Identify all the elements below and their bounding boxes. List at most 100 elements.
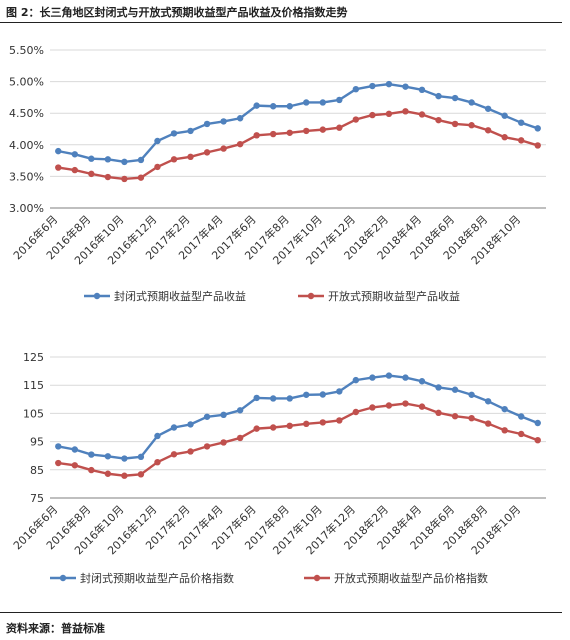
data-point bbox=[137, 471, 145, 478]
data-point bbox=[518, 137, 525, 144]
data-point bbox=[418, 378, 426, 385]
data-point bbox=[121, 455, 128, 462]
data-point bbox=[154, 432, 161, 440]
data-point bbox=[484, 127, 492, 134]
data-point bbox=[137, 174, 145, 181]
y-tick-label: 125 bbox=[23, 351, 44, 364]
data-point bbox=[352, 376, 360, 384]
data-point bbox=[319, 99, 326, 106]
data-point bbox=[203, 120, 211, 128]
data-point bbox=[220, 411, 227, 419]
y-tick-label: 3.50% bbox=[9, 170, 44, 183]
data-point bbox=[154, 137, 161, 145]
data-point bbox=[501, 134, 508, 141]
data-point bbox=[336, 388, 343, 395]
data-point bbox=[236, 407, 244, 414]
y-tick-label: 75 bbox=[30, 492, 44, 505]
data-point bbox=[385, 372, 393, 379]
data-point bbox=[484, 420, 492, 427]
data-point bbox=[402, 400, 409, 407]
legend-swatch-marker bbox=[59, 574, 67, 582]
data-point bbox=[170, 424, 178, 431]
data-point bbox=[518, 413, 525, 420]
y-tick-label: 85 bbox=[30, 464, 44, 477]
legend-label: 开放式预期收益型产品收益 bbox=[328, 289, 460, 303]
data-point bbox=[451, 94, 459, 102]
data-point bbox=[71, 166, 79, 174]
legend-label: 封闭式预期收益型产品价格指数 bbox=[80, 571, 234, 585]
y-tick-label: 95 bbox=[30, 436, 44, 449]
legend-label: 开放式预期收益型产品价格指数 bbox=[334, 571, 488, 585]
data-point bbox=[104, 453, 112, 460]
data-point bbox=[369, 82, 376, 90]
data-point bbox=[104, 470, 112, 477]
data-point bbox=[501, 112, 508, 119]
data-point bbox=[88, 451, 95, 458]
data-point bbox=[303, 391, 310, 398]
data-point bbox=[336, 124, 343, 131]
data-point bbox=[88, 170, 95, 178]
data-point bbox=[303, 420, 310, 428]
data-point bbox=[369, 404, 376, 411]
data-point bbox=[253, 394, 260, 402]
data-point bbox=[369, 374, 376, 381]
data-point bbox=[71, 446, 79, 453]
y-tick-label: 115 bbox=[23, 379, 44, 392]
data-point bbox=[55, 147, 62, 155]
data-point bbox=[170, 156, 178, 163]
data-point bbox=[203, 149, 211, 156]
data-point bbox=[203, 413, 211, 420]
data-point bbox=[518, 430, 525, 438]
data-point bbox=[534, 419, 541, 427]
data-point bbox=[402, 374, 409, 381]
data-point bbox=[468, 391, 475, 398]
data-point bbox=[170, 130, 178, 137]
data-point bbox=[253, 132, 260, 139]
data-point bbox=[336, 417, 343, 424]
legend-swatch-marker bbox=[313, 574, 321, 582]
data-point bbox=[534, 142, 541, 149]
data-point bbox=[402, 108, 409, 115]
data-point bbox=[55, 164, 62, 171]
data-point bbox=[253, 102, 260, 109]
data-point bbox=[385, 110, 393, 118]
data-point bbox=[187, 153, 194, 161]
data-point bbox=[468, 414, 475, 422]
data-point bbox=[270, 103, 277, 110]
data-point bbox=[137, 156, 145, 164]
data-point bbox=[187, 448, 194, 455]
data-point bbox=[352, 408, 360, 416]
data-point bbox=[55, 443, 62, 450]
data-point bbox=[121, 158, 128, 166]
data-point bbox=[270, 395, 277, 402]
data-point bbox=[55, 459, 62, 467]
data-point bbox=[236, 434, 244, 442]
data-point bbox=[319, 391, 326, 398]
data-point bbox=[501, 427, 508, 434]
source-note: 资料来源：普益标准 bbox=[6, 622, 105, 635]
data-point bbox=[319, 419, 326, 426]
data-point bbox=[435, 92, 442, 100]
data-point bbox=[451, 120, 459, 128]
y-tick-label: 4.50% bbox=[9, 107, 44, 120]
data-point bbox=[534, 125, 541, 132]
data-point bbox=[71, 151, 79, 158]
data-point bbox=[303, 127, 310, 135]
data-point bbox=[121, 175, 128, 183]
data-point bbox=[484, 398, 492, 405]
figure-title: 图 2：长三角地区封闭式与开放式预期收益型产品收益及价格指数走势 bbox=[6, 6, 348, 19]
y-tick-label: 5.00% bbox=[9, 76, 44, 89]
y-tick-label: 105 bbox=[23, 407, 44, 420]
legend-swatch-marker bbox=[93, 292, 101, 300]
data-point bbox=[220, 145, 227, 152]
data-point bbox=[369, 111, 376, 119]
legend-swatch-marker bbox=[307, 292, 315, 300]
chart-2: 7585951051151252016年6月2016年8月2016年10月201… bbox=[10, 351, 546, 585]
data-point bbox=[402, 83, 409, 90]
data-point bbox=[270, 130, 277, 138]
data-point bbox=[88, 466, 95, 474]
data-point bbox=[170, 451, 178, 458]
data-point bbox=[435, 116, 442, 124]
data-point bbox=[270, 424, 277, 431]
